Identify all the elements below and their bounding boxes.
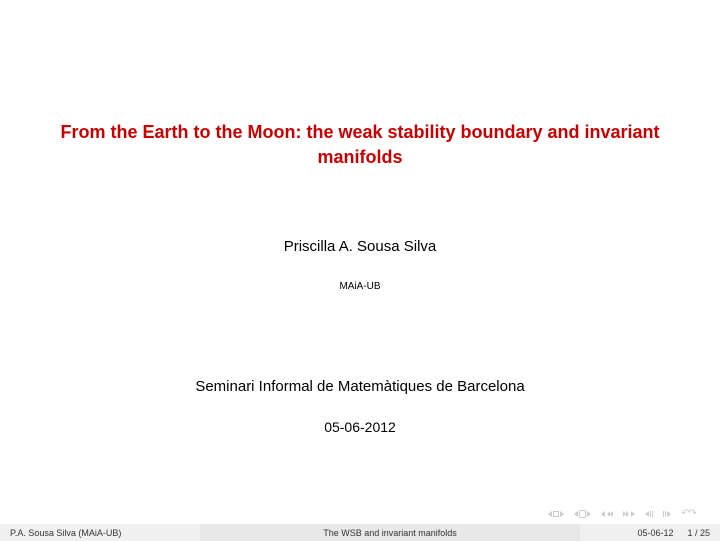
nav-frame-prev[interactable] <box>548 511 564 517</box>
footer-title: The WSB and invariant manifolds <box>200 524 580 541</box>
nav-back-forward-icon[interactable]: ↶↷ <box>681 508 696 519</box>
footer-page-number: 1 / 25 <box>687 528 710 538</box>
seminar-name: Seminari Informal de Matemàtiques de Bar… <box>195 378 524 395</box>
nav-subsection-next[interactable] <box>623 511 635 517</box>
nav-subsection-prev[interactable] <box>601 511 613 517</box>
affiliation: MAiA-UB <box>339 281 380 292</box>
author-name: Priscilla A. Sousa Silva <box>284 238 437 255</box>
nav-slide-next[interactable] <box>663 511 671 517</box>
slide-title: From the Earth to the Moon: the weak sta… <box>60 120 660 170</box>
footer-meta: 05-06-12 1 / 25 <box>580 524 720 541</box>
footer-date: 05-06-12 <box>637 528 673 538</box>
nav-section-prev[interactable] <box>574 510 591 518</box>
slide-content: From the Earth to the Moon: the weak sta… <box>0 0 720 524</box>
footer-author: P.A. Sousa Silva (MAiA-UB) <box>0 524 200 541</box>
slide: From the Earth to the Moon: the weak sta… <box>0 0 720 541</box>
nav-slide-prev[interactable] <box>645 511 653 517</box>
footer-title-text: The WSB and invariant manifolds <box>323 528 457 538</box>
presentation-date: 05-06-2012 <box>324 419 396 435</box>
nav-controls: ↶↷ <box>548 508 696 519</box>
footer-author-text: P.A. Sousa Silva (MAiA-UB) <box>10 528 121 538</box>
slide-footer: P.A. Sousa Silva (MAiA-UB) The WSB and i… <box>0 524 720 541</box>
